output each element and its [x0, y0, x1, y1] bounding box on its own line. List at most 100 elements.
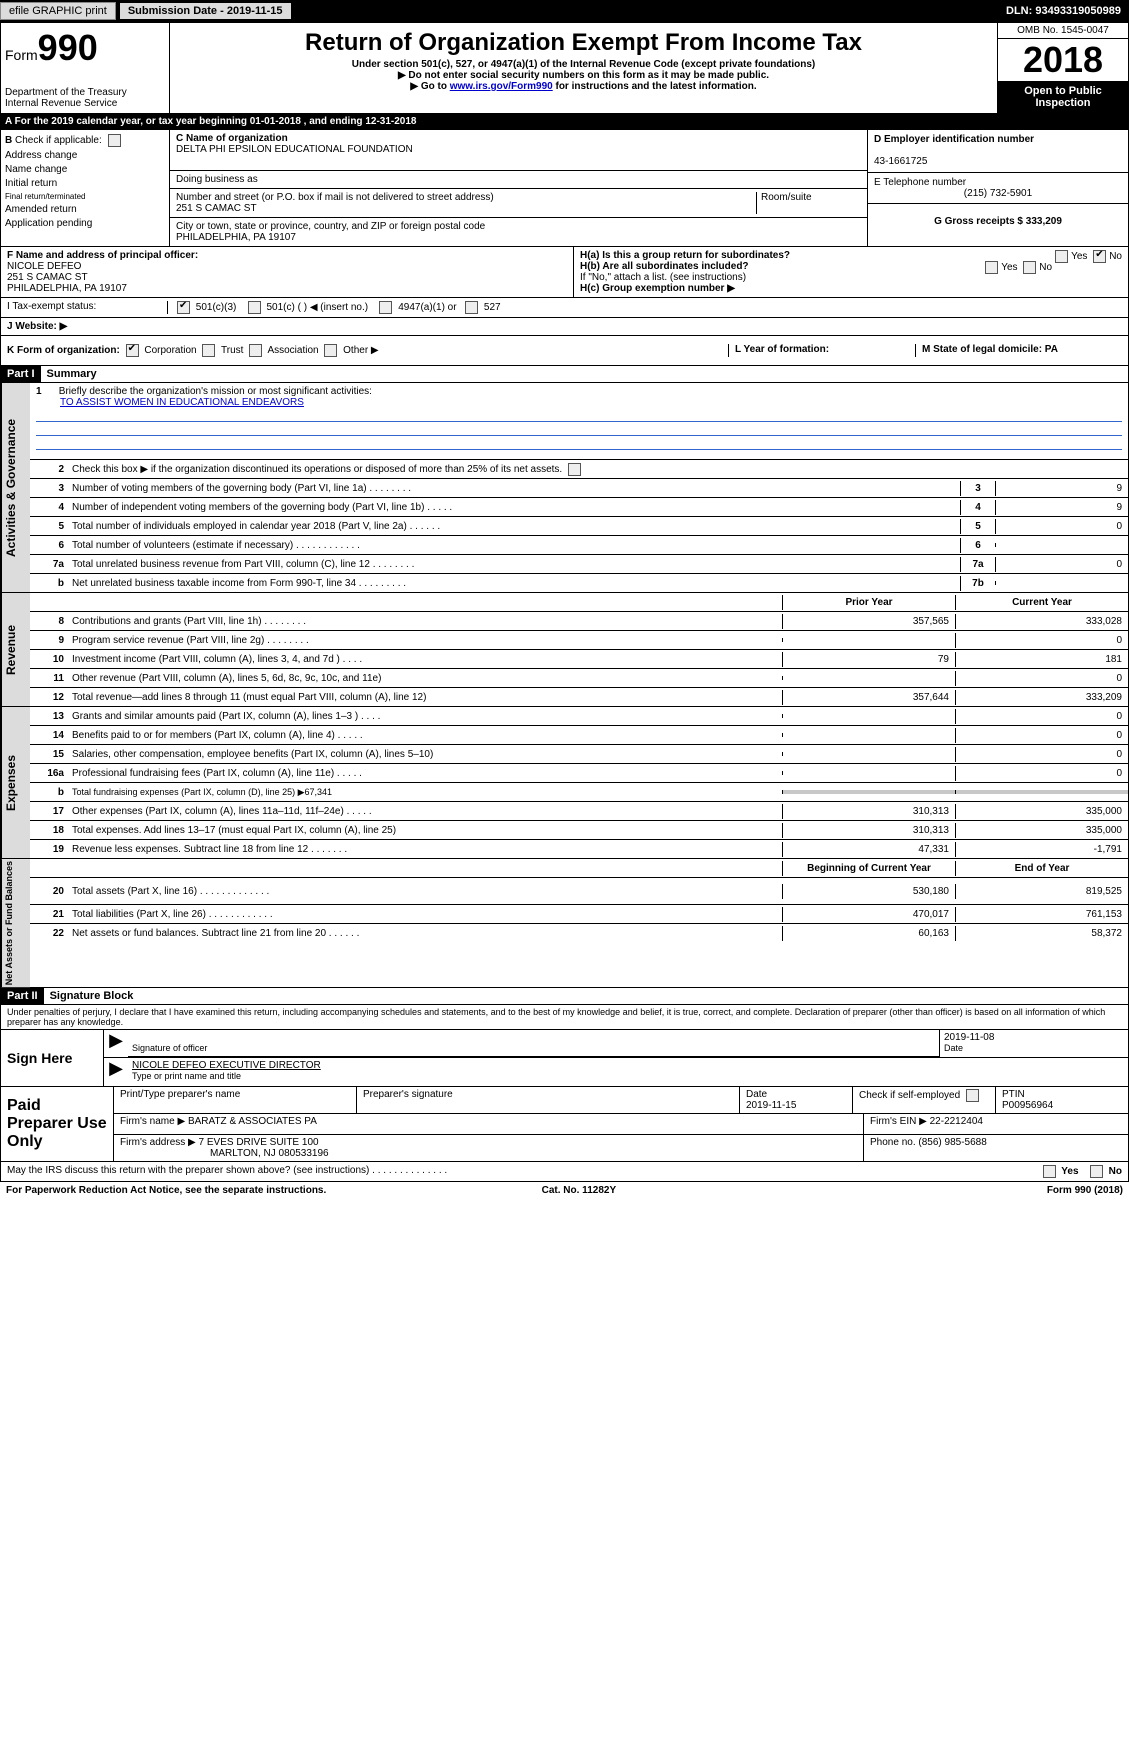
- prep-date-value: 2019-11-15: [746, 1100, 796, 1111]
- line19-current: -1,791: [955, 842, 1128, 857]
- dba-box: Doing business as: [170, 171, 867, 189]
- no-label: No: [1109, 251, 1122, 262]
- prep-sig-label: Preparer's signature: [357, 1087, 740, 1113]
- self-employed-checkbox[interactable]: [966, 1089, 979, 1102]
- sign-here-block: Sign Here ▶ Signature of officer 2019-11…: [0, 1030, 1129, 1087]
- line16a-text: Professional fundraising fees (Part IX, …: [68, 766, 782, 781]
- open-to-public: Open to Public Inspection: [998, 81, 1128, 113]
- line9-text: Program service revenue (Part VIII, line…: [68, 633, 782, 648]
- line13-prior: [782, 714, 955, 718]
- 4947-checkbox[interactable]: [379, 301, 392, 314]
- dln: DLN: 93493319050989: [1006, 5, 1129, 17]
- part1-title: Summary: [41, 366, 103, 382]
- other-checkbox[interactable]: [324, 344, 337, 357]
- part2-header: Part II: [1, 988, 44, 1004]
- line16b-text: Total fundraising expenses (Part IX, col…: [68, 785, 782, 800]
- line10-text: Investment income (Part VIII, column (A)…: [68, 652, 782, 667]
- row-klm: K Form of organization: Corporation Trus…: [0, 336, 1129, 366]
- may-no-label: No: [1109, 1166, 1122, 1177]
- yes-label-2: Yes: [1001, 262, 1017, 273]
- line5-text: Total number of individuals employed in …: [68, 519, 960, 534]
- line18-current: 335,000: [955, 823, 1128, 838]
- d-label: D Employer identification number: [874, 134, 1034, 145]
- ha-no-checkbox[interactable]: [1093, 250, 1106, 263]
- row-a: A For the 2019 calendar year, or tax yea…: [0, 114, 1129, 130]
- line3-val: 9: [995, 481, 1128, 496]
- 501c-label: 501(c) ( ) ◀ (insert no.): [266, 302, 368, 313]
- line7b-val: [995, 581, 1128, 585]
- line9-prior: [782, 638, 955, 642]
- firm-addr-label: Firm's address ▶: [120, 1137, 196, 1148]
- org-name-box: C Name of organization DELTA PHI EPSILON…: [170, 130, 867, 171]
- line8-current: 333,028: [955, 614, 1128, 629]
- expenses-section: Expenses 13Grants and similar amounts pa…: [0, 707, 1129, 859]
- g-label: G Gross receipts $ 333,209: [934, 216, 1062, 227]
- omb-number: OMB No. 1545-0047: [998, 23, 1128, 39]
- revenue-section: Revenue Prior YearCurrent Year 8Contribu…: [0, 593, 1129, 707]
- penalties-text: Under penalties of perjury, I declare th…: [0, 1005, 1129, 1030]
- line14-prior: [782, 733, 955, 737]
- line11-prior: [782, 676, 955, 680]
- f-h-block: F Name and address of principal officer:…: [0, 247, 1129, 298]
- sign-here-body: ▶ Signature of officer 2019-11-08Date ▶ …: [104, 1030, 1128, 1086]
- corp-checkbox[interactable]: [126, 344, 139, 357]
- 501c3-checkbox[interactable]: [177, 301, 190, 314]
- hc-label: H(c) Group exemption number ▶: [580, 283, 735, 294]
- side-net-assets: Net Assets or Fund Balances: [1, 859, 30, 987]
- j-label: J Website: ▶: [7, 321, 67, 332]
- line10-current: 181: [955, 652, 1128, 667]
- city-box: City or town, state or province, country…: [170, 218, 867, 246]
- check-if-label: Check if applicable:: [15, 135, 102, 146]
- paperwork-notice: For Paperwork Reduction Act Notice, see …: [6, 1185, 326, 1196]
- line2-checkbox[interactable]: [568, 463, 581, 476]
- assoc-checkbox[interactable]: [249, 344, 262, 357]
- sig-officer-label: Signature of officer: [132, 1043, 207, 1053]
- sig-date-label: Date: [944, 1043, 963, 1053]
- 4947-label: 4947(a)(1) or: [398, 302, 456, 313]
- entity-block: B Check if applicable: Address change Na…: [0, 130, 1129, 247]
- may-irs-text: May the IRS discuss this return with the…: [7, 1165, 447, 1178]
- line13-current: 0: [955, 709, 1128, 724]
- line18-prior: 310,313: [782, 823, 955, 838]
- header-right: OMB No. 1545-0047 2018 Open to Public In…: [997, 23, 1128, 113]
- line7a-val: 0: [995, 557, 1128, 572]
- form-title: Return of Organization Exempt From Incom…: [174, 29, 993, 57]
- line20-text: Total assets (Part X, line 16) . . . . .…: [68, 884, 782, 899]
- line14-text: Benefits paid to or for members (Part IX…: [68, 728, 782, 743]
- addr-change-label: Address change: [5, 150, 165, 161]
- ha-yes-checkbox[interactable]: [1055, 250, 1068, 263]
- arrow-icon: ▶: [104, 1030, 128, 1057]
- line7b-text: Net unrelated business taxable income fr…: [68, 576, 960, 591]
- hb-no-checkbox[interactable]: [1023, 261, 1036, 274]
- l-label: L Year of formation:: [735, 344, 829, 355]
- submission-date: Submission Date - 2019-11-15: [120, 3, 291, 19]
- line16b-prior: [782, 790, 955, 794]
- org-name: DELTA PHI EPSILON EDUCATIONAL FOUNDATION: [176, 144, 413, 155]
- 501c-checkbox[interactable]: [248, 301, 261, 314]
- form-prefix: Form: [5, 47, 38, 63]
- room-label: Room/suite: [756, 192, 861, 214]
- side-activities: Activities & Governance: [1, 383, 30, 592]
- street-box: Number and street (or P.O. box if mail i…: [170, 189, 867, 218]
- street-address: 251 S CAMAC ST: [176, 203, 257, 214]
- header-center: Return of Organization Exempt From Incom…: [170, 23, 997, 113]
- part1-header: Part I: [1, 366, 41, 382]
- line3-text: Number of voting members of the governin…: [68, 481, 960, 496]
- trust-checkbox[interactable]: [202, 344, 215, 357]
- line7a-text: Total unrelated business revenue from Pa…: [68, 557, 960, 572]
- arrow-icon-2: ▶: [104, 1058, 128, 1084]
- may-irs-no-checkbox[interactable]: [1090, 1165, 1103, 1178]
- line8-prior: 357,565: [782, 614, 955, 629]
- sig-date-value: 2019-11-08: [944, 1032, 994, 1043]
- may-irs-yes-checkbox[interactable]: [1043, 1165, 1056, 1178]
- sub3-post: for instructions and the latest informat…: [553, 81, 757, 92]
- addr-change-checkbox[interactable]: [108, 134, 121, 147]
- hb-label: H(b) Are all subordinates included?: [580, 261, 749, 272]
- efile-button[interactable]: efile GRAPHIC print: [0, 2, 116, 20]
- 527-checkbox[interactable]: [465, 301, 478, 314]
- irs-link[interactable]: www.irs.gov/Form990: [450, 81, 553, 92]
- may-irs-row: May the IRS discuss this return with the…: [0, 1162, 1129, 1182]
- line17-text: Other expenses (Part IX, column (A), lin…: [68, 804, 782, 819]
- hb-yes-checkbox[interactable]: [985, 261, 998, 274]
- line12-text: Total revenue—add lines 8 through 11 (mu…: [68, 690, 782, 705]
